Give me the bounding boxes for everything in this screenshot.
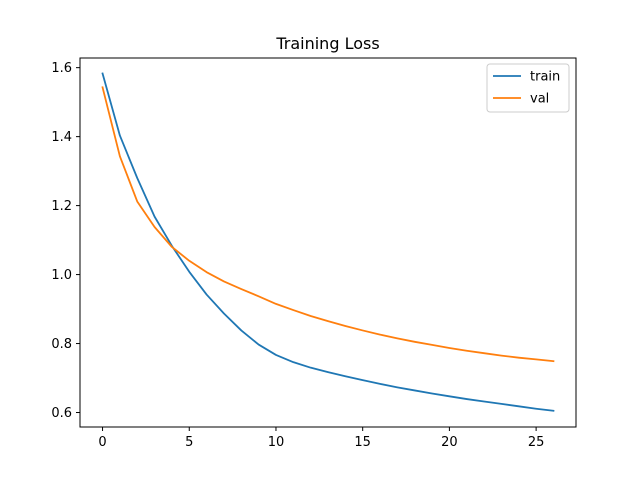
x-tick-label: 10 — [268, 435, 285, 450]
legend-label-val: val — [530, 92, 549, 107]
y-tick-label: 1.2 — [51, 199, 72, 214]
y-axis: 0.6 0.8 1.0 1.2 1.4 1.6 — [51, 61, 80, 421]
series-layer — [101, 72, 555, 412]
y-tick-label: 0.6 — [51, 406, 72, 421]
x-tick-label: 15 — [354, 435, 371, 450]
x-axis: 0 5 10 15 20 25 — [98, 427, 544, 450]
x-tick-label: 20 — [441, 435, 458, 450]
legend-label-train: train — [530, 70, 560, 85]
y-tick-label: 0.8 — [51, 337, 72, 352]
x-tick-label: 25 — [528, 435, 545, 450]
series-line-train — [101, 72, 555, 412]
y-tick-label: 1.0 — [51, 268, 72, 283]
series-line-val — [101, 86, 555, 363]
legend: train val — [486, 63, 570, 113]
x-tick-label: 0 — [98, 435, 106, 450]
y-tick-label: 1.6 — [51, 61, 72, 76]
plot-frame — [79, 57, 577, 428]
chart-title: Training Loss — [275, 34, 379, 53]
x-tick-label: 5 — [185, 435, 193, 450]
y-tick-label: 1.4 — [51, 130, 72, 145]
